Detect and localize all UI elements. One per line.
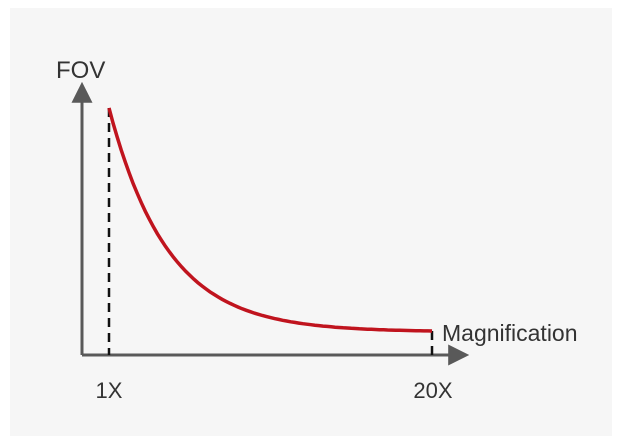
x-tick-label-20x: 20X bbox=[413, 378, 452, 403]
fov-curve bbox=[107, 107, 433, 333]
x-tick-label-1x: 1X bbox=[96, 378, 123, 403]
y-axis-label: FOV bbox=[56, 57, 105, 84]
chart-background bbox=[10, 8, 612, 436]
x-axis-label: Magnification bbox=[442, 320, 578, 346]
